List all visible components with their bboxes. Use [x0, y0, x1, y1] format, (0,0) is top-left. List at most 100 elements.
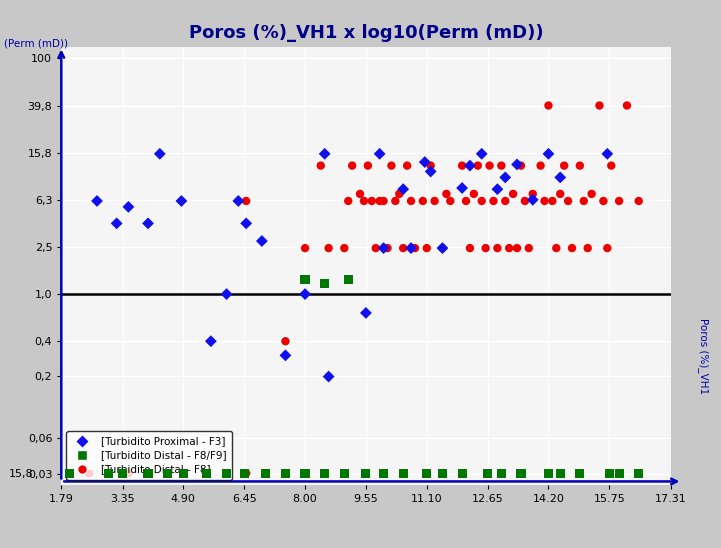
Point: [476, 197, 487, 206]
Point: [201, 469, 213, 477]
Legend: [Turbidito Proximal - F3], [Turbidito Distal - F8/F9], [Turbidito Distal - F8]: [Turbidito Proximal - F3], [Turbidito Di…: [66, 431, 231, 480]
Point: [162, 469, 174, 477]
Point: [142, 219, 154, 228]
Point: [480, 244, 492, 253]
Point: [456, 469, 468, 477]
Point: [606, 161, 617, 170]
Point: [389, 197, 401, 206]
Point: [511, 160, 523, 169]
Point: [397, 469, 409, 477]
Point: [574, 469, 585, 477]
Point: [177, 469, 189, 477]
Point: [417, 197, 428, 206]
Point: [582, 244, 593, 253]
Point: [492, 244, 503, 253]
Text: 15,8: 15,8: [9, 469, 33, 478]
Point: [319, 469, 330, 477]
Point: [437, 469, 448, 477]
Point: [601, 244, 613, 253]
Point: [123, 202, 134, 211]
Point: [554, 469, 566, 477]
Point: [633, 469, 645, 477]
Point: [539, 197, 550, 206]
Point: [256, 237, 267, 246]
Point: [63, 469, 75, 477]
Point: [394, 190, 405, 198]
Point: [527, 190, 539, 198]
Point: [240, 219, 252, 228]
Point: [574, 469, 585, 477]
Point: [142, 469, 154, 477]
Point: [370, 244, 381, 253]
Point: [280, 351, 291, 359]
Point: [429, 197, 441, 206]
Point: [142, 469, 154, 477]
Point: [500, 173, 511, 182]
Point: [176, 197, 187, 206]
Point: [221, 469, 232, 477]
Point: [598, 197, 609, 206]
Point: [482, 469, 493, 477]
Point: [339, 469, 350, 477]
Point: [323, 372, 335, 381]
Point: [378, 469, 389, 477]
Text: Poros (%)_VH1: Poros (%)_VH1: [697, 318, 709, 394]
Point: [374, 197, 386, 206]
Point: [374, 150, 386, 158]
Point: [421, 244, 433, 253]
Point: [405, 244, 417, 253]
Point: [221, 290, 232, 299]
Point: [445, 197, 456, 206]
Point: [402, 161, 413, 170]
Point: [342, 276, 354, 284]
Point: [63, 469, 75, 477]
Point: [162, 469, 174, 477]
Point: [492, 185, 503, 193]
Point: [386, 161, 397, 170]
Point: [378, 197, 389, 206]
Point: [339, 244, 350, 253]
Point: [523, 244, 534, 253]
Point: [460, 197, 472, 206]
Point: [527, 196, 539, 204]
Point: [323, 244, 335, 253]
Point: [456, 469, 468, 477]
Point: [425, 161, 436, 170]
Point: [201, 469, 213, 477]
Point: [360, 469, 372, 477]
Point: [354, 190, 366, 198]
Point: [482, 469, 493, 477]
Point: [476, 150, 487, 158]
Point: [117, 469, 128, 477]
Point: [280, 469, 291, 477]
Point: [339, 469, 350, 477]
Point: [603, 469, 615, 477]
Point: [472, 161, 484, 170]
Point: [117, 469, 128, 477]
Point: [554, 469, 566, 477]
Point: [221, 469, 232, 477]
Point: [378, 244, 389, 253]
Point: [299, 290, 311, 299]
Point: [495, 469, 507, 477]
Point: [578, 197, 590, 206]
Point: [543, 101, 554, 110]
Point: [233, 197, 244, 206]
Point: [614, 197, 625, 206]
Point: [508, 190, 519, 198]
Title: Poros (%)_VH1 x log10(Perm (mD)): Poros (%)_VH1 x log10(Perm (mD)): [189, 24, 543, 42]
Point: [558, 161, 570, 170]
Point: [503, 244, 515, 253]
Point: [547, 197, 558, 206]
Point: [405, 197, 417, 206]
Point: [123, 469, 134, 477]
Point: [468, 190, 479, 198]
Point: [280, 337, 291, 346]
Point: [299, 469, 311, 477]
Point: [516, 469, 527, 477]
Point: [622, 101, 633, 110]
Point: [360, 309, 372, 317]
Point: [346, 161, 358, 170]
Point: [378, 469, 389, 477]
Point: [551, 244, 562, 253]
